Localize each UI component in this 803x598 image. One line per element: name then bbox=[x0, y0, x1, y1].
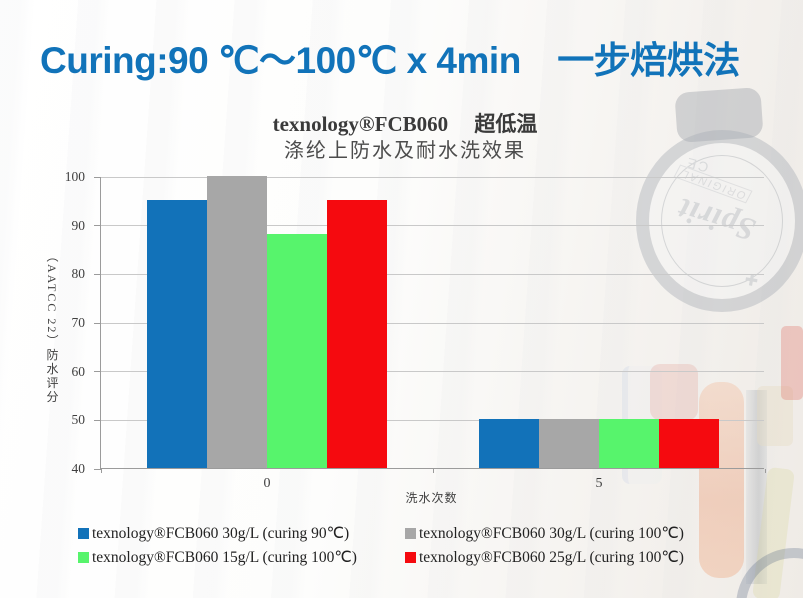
gridline bbox=[101, 419, 764, 421]
legend-item: texnology®FCB060 30g/L (curing 100℃) bbox=[405, 524, 758, 543]
chart-legend: texnology®FCB060 30g/L (curing 90℃) texno… bbox=[78, 524, 758, 567]
y-axis-tick bbox=[94, 322, 101, 324]
chart-subtitle: 涤纶上防水及耐水洗效果 bbox=[284, 140, 526, 162]
bar bbox=[267, 234, 327, 468]
bar bbox=[659, 419, 719, 468]
legend-label: texnology®FCB060 30g/L (curing 100℃) bbox=[419, 525, 684, 542]
gridline bbox=[101, 322, 764, 324]
x-axis-tick bbox=[432, 469, 434, 473]
y-tick-label: 40 bbox=[71, 461, 86, 476]
bar bbox=[327, 200, 387, 468]
y-axis-tick bbox=[94, 419, 101, 421]
legend-swatch bbox=[78, 528, 89, 539]
y-axis-tick-labels: 40 50 60 70 80 90 100 bbox=[0, 169, 93, 476]
legend-label: texnology®FCB060 25g/L (curing 100℃) bbox=[419, 549, 684, 566]
y-axis-tick bbox=[94, 273, 101, 275]
legend-label: texnology®FCB060 15g/L (curing 100℃) bbox=[92, 549, 357, 566]
slide-title: Curing:90 ℃～100℃ x 4min 一步焙烘法 bbox=[40, 40, 740, 81]
y-tick-label: 50 bbox=[71, 412, 86, 428]
x-axis-title: 洗水次数 bbox=[405, 491, 458, 505]
y-tick-label: 80 bbox=[71, 266, 86, 282]
red-item-icon bbox=[781, 326, 803, 400]
legend-label: texnology®FCB060 30g/L (curing 90℃) bbox=[92, 525, 350, 542]
legend-item: texnology®FCB060 15g/L (curing 100℃) bbox=[78, 548, 405, 567]
bar bbox=[479, 419, 539, 468]
x-axis-tick bbox=[764, 469, 766, 473]
y-axis-tick bbox=[94, 225, 101, 227]
x-tick-label: 5 bbox=[595, 476, 603, 491]
y-axis-title: （AATCC 22）防水评分 bbox=[45, 250, 59, 405]
y-axis-tick bbox=[94, 176, 101, 178]
bar bbox=[599, 419, 659, 468]
legend-swatch bbox=[78, 552, 89, 563]
x-tick-label: 0 bbox=[263, 476, 271, 491]
legend-swatch bbox=[405, 552, 416, 563]
bar bbox=[207, 176, 267, 468]
legend-swatch bbox=[405, 528, 416, 539]
y-tick-label: 90 bbox=[71, 217, 86, 233]
y-tick-label: 100 bbox=[64, 169, 85, 184]
gridline bbox=[101, 176, 764, 178]
bar bbox=[539, 419, 599, 468]
y-tick-label: 70 bbox=[71, 315, 86, 330]
y-axis-tick bbox=[94, 468, 101, 470]
chart-title: texnology®FCB060 超低温 bbox=[272, 112, 538, 136]
gridline bbox=[101, 225, 764, 227]
legend-item: texnology®FCB060 30g/L (curing 90℃) bbox=[78, 524, 405, 543]
x-axis-tick bbox=[100, 469, 102, 473]
y-axis-tick bbox=[94, 371, 101, 373]
y-tick-label: 60 bbox=[71, 363, 86, 379]
gridline bbox=[101, 371, 764, 373]
yellow-pen-icon bbox=[752, 466, 795, 598]
legend-item: texnology®FCB060 25g/L (curing 100℃) bbox=[405, 548, 758, 567]
gridline bbox=[101, 273, 764, 275]
bar bbox=[147, 200, 207, 468]
